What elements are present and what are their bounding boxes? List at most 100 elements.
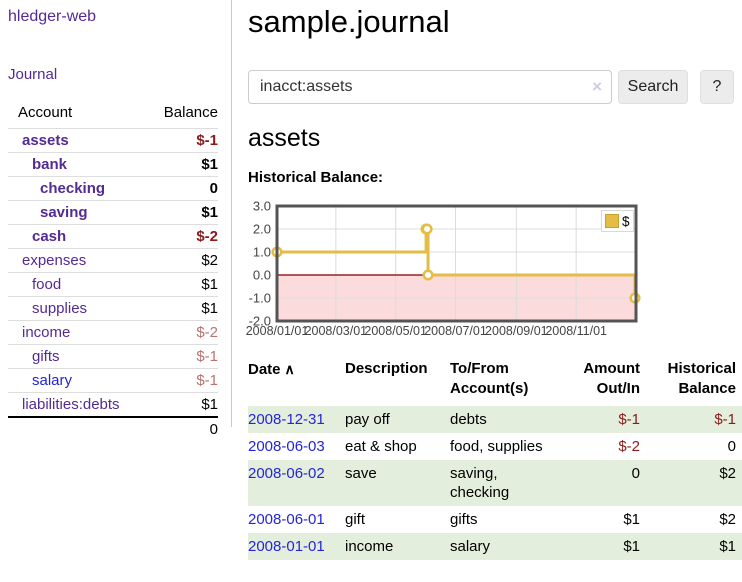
main-content: sample.journal × Search ? assets Histori…: [248, 0, 742, 582]
account-balance: $1: [201, 396, 218, 413]
account-row: gifts $-1: [8, 344, 218, 369]
x-tick-label: 2008/09/01: [485, 324, 548, 338]
account-row: cash $-2: [8, 224, 218, 249]
account-row: saving $1: [8, 200, 218, 225]
register-header-row: Date ∧ Description To/From Account(s) Amo…: [248, 357, 742, 406]
account-link[interactable]: liabilities:debts: [22, 396, 120, 413]
chart-canvas: 3.0 2.0 1.0 0.0 -1.0 -2.02008/01/012008/03/01…: [246, 199, 641, 338]
register-date-link[interactable]: 2008-12-31: [248, 411, 325, 428]
app-brand-link[interactable]: hledger-web: [8, 8, 97, 25]
register-accounts: saving, checking: [450, 465, 510, 501]
account-balance: $-2: [196, 324, 218, 341]
account-row: income $-2: [8, 320, 218, 345]
account-link[interactable]: bank: [32, 156, 68, 173]
sidebar-item-journal[interactable]: Journal: [8, 66, 58, 83]
clear-search-icon[interactable]: ×: [592, 77, 602, 96]
plot-border: [275, 204, 638, 323]
x-tick-label: 2008/03/01: [305, 324, 368, 338]
account-balance: $-2: [196, 228, 218, 245]
data-point-marker: [421, 223, 433, 235]
register-accounts: food, supplies: [450, 438, 543, 455]
account-row: assets $-1: [8, 128, 218, 153]
register-accounts: debts: [450, 411, 487, 428]
register-balance: $1: [719, 538, 736, 555]
x-tick-label: 2008/11/01: [545, 324, 607, 338]
accounts-header-account: Account: [18, 104, 73, 121]
register-amount: 0: [631, 465, 640, 482]
register-header-balance: Historical Balance: [667, 360, 736, 397]
search-form: × Search ?: [248, 70, 742, 104]
x-tick-label: 2008/05/01: [364, 324, 427, 338]
historical-balance-chart: 3.0 2.0 1.0 0.0 -1.0 -2.0 2008/01/01 2008/03/01…: [240, 199, 740, 351]
register-description: eat & shop: [345, 438, 417, 455]
register-amount: $-1: [618, 411, 640, 428]
register-amount: $1: [623, 511, 640, 528]
register-amount: $-2: [618, 438, 640, 455]
y-tick-label: 1.0: [253, 245, 271, 260]
account-row: salary $-1: [8, 368, 218, 393]
register-date-link[interactable]: 2008-06-02: [248, 465, 325, 482]
account-row: expenses $2: [8, 248, 218, 273]
account-link[interactable]: income: [22, 324, 71, 341]
register-accounts: gifts: [450, 511, 478, 528]
register-date-link[interactable]: 2008-01-01: [248, 538, 325, 555]
register-accounts: salary: [450, 538, 491, 555]
accounts-header-balance: Balance: [163, 104, 218, 121]
accounts-table: Account Balance assets $-1 bank $1 checking 0…: [8, 100, 218, 441]
account-balance: $-1: [196, 372, 218, 389]
account-link[interactable]: expenses: [22, 252, 87, 269]
account-balance: $-1: [196, 348, 218, 365]
legend-swatch: [605, 214, 619, 228]
x-tick-label: 2008/01/01: [246, 324, 309, 338]
account-heading: assets: [248, 124, 321, 152]
data-point-marker: [422, 269, 434, 281]
register-row: 2008-06-02 save saving, checking 0 $2: [248, 460, 742, 506]
register-date-link[interactable]: 2008-06-01: [248, 511, 325, 528]
account-balance: $-1: [196, 132, 218, 149]
account-link[interactable]: cash: [32, 228, 67, 245]
search-button[interactable]: Search: [618, 70, 688, 104]
register-description: save: [345, 465, 377, 482]
account-balance: 0: [209, 180, 218, 197]
negative-region: [278, 275, 635, 320]
account-balance: $1: [201, 276, 218, 293]
accounts-header-row: Account Balance: [8, 100, 218, 129]
register-balance: $2: [719, 511, 736, 528]
chart-title: Historical Balance:: [248, 169, 384, 186]
help-button[interactable]: ?: [700, 70, 734, 104]
register-header-date[interactable]: Date ∧: [248, 361, 295, 378]
account-link[interactable]: checking: [40, 180, 106, 197]
account-row: checking 0: [8, 176, 218, 201]
account-link[interactable]: assets: [22, 132, 69, 149]
register-table: Date ∧ Description To/From Account(s) Amo…: [248, 357, 742, 560]
register-balance: $2: [719, 465, 736, 482]
account-balance: $1: [201, 300, 218, 317]
account-row: liabilities:debts $1: [8, 392, 218, 418]
accounts-total-value: 0: [209, 421, 218, 438]
account-link[interactable]: food: [32, 276, 62, 293]
search-input-wrap: ×: [248, 70, 612, 104]
register-date-link[interactable]: 2008-06-03: [248, 438, 325, 455]
y-tick-label: -1.0: [249, 291, 271, 306]
account-link[interactable]: gifts: [32, 348, 60, 365]
account-balance: $1: [201, 156, 218, 173]
register-header-accounts: To/From Account(s): [450, 360, 529, 397]
account-balance: $1: [201, 204, 218, 221]
register-row: 2008-06-01 gift gifts $1 $2: [248, 506, 742, 533]
account-link[interactable]: supplies: [32, 300, 88, 317]
account-row: supplies $1: [8, 296, 218, 321]
register-balance: $-1: [714, 411, 736, 428]
x-tick-label: 2008/07/01: [424, 324, 487, 338]
account-row: food $1: [8, 272, 218, 297]
register-row: 2008-12-31 pay off debts $-1 $-1: [248, 406, 742, 433]
search-input[interactable]: [248, 70, 612, 104]
account-link[interactable]: saving: [40, 204, 88, 221]
sidebar: hledger-web Journal Account Balance asse…: [0, 0, 232, 582]
y-tick-label: 3.0: [253, 199, 271, 214]
account-link[interactable]: salary: [32, 372, 73, 389]
register-description: gift: [345, 511, 366, 528]
y-tick-label: -2.0: [249, 314, 271, 329]
y-tick-label: 2.0: [253, 222, 271, 237]
register-header-description: Description: [345, 360, 428, 377]
